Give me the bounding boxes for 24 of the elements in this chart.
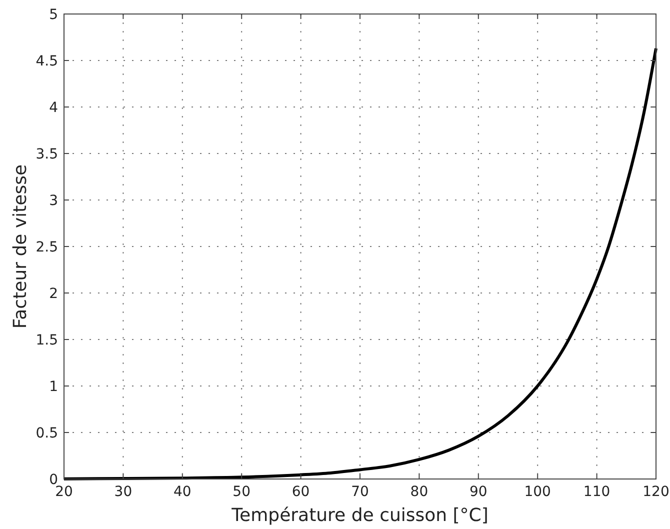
line-series (62, 46, 658, 480)
x-tick-label: 110 (583, 484, 610, 500)
y-tick-label: 2.5 (36, 240, 58, 256)
y-axis-title: Facteur de vitesse (10, 164, 31, 329)
y-tick-label: 4 (49, 100, 58, 116)
y-tick-label: 0.5 (36, 426, 58, 442)
x-tick-label: 50 (232, 484, 251, 500)
x-tick-label: 100 (524, 484, 551, 500)
x-tick-label: 20 (55, 484, 73, 500)
y-tick-label: 2 (49, 286, 58, 302)
y-tick-label: 1.5 (36, 332, 58, 348)
x-tick-label: 60 (292, 484, 310, 500)
y-tick-label: 3 (49, 193, 58, 209)
y-tick-label: 3.5 (36, 146, 58, 162)
x-tick-label: 90 (469, 484, 488, 500)
x-tick-label: 70 (351, 484, 369, 500)
y-tick-label: 1 (49, 379, 58, 395)
x-axis-title: Température de cuisson [°C] (230, 505, 488, 526)
y-tick-label: 5 (49, 7, 58, 23)
y-tick-label: 4.5 (36, 54, 58, 70)
x-tick-label: 120 (642, 484, 670, 500)
x-tick-label: 40 (173, 484, 192, 500)
x-tick-label: 30 (114, 484, 132, 500)
x-tick-label: 80 (410, 484, 428, 500)
